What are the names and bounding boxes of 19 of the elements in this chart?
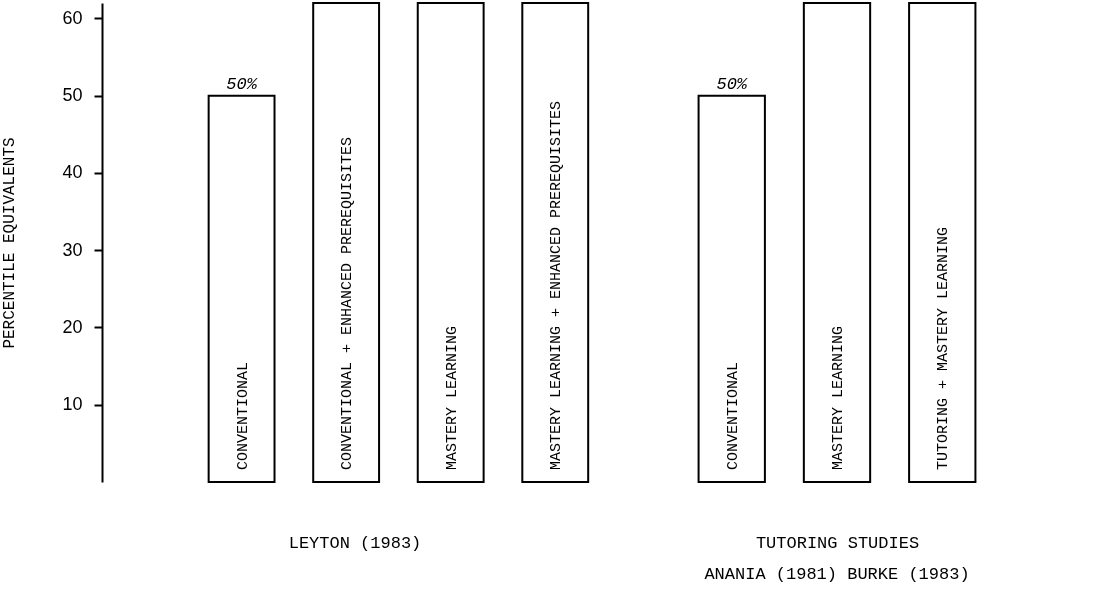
category-label: MASTERY LEARNING <box>830 325 847 470</box>
text: ANANIA (1981) BURKE (1983) <box>704 565 970 584</box>
category-label: MASTERY LEARNING <box>443 325 461 470</box>
category-label: MASTERY LEARNING + ENHANCED PREREQUISITES <box>548 100 566 470</box>
y-axis-title: PERCENTILE EQUIVALENTS <box>1 137 20 349</box>
y-tick-label: 10 <box>62 394 83 415</box>
category-label: CONVENTIONAL <box>724 361 742 470</box>
y-tick-label: 20 <box>62 316 83 337</box>
category-label: CONVENTIONAL <box>234 361 252 470</box>
category-label: CONVENTIONAL + ENHANCED PREREQUISITES <box>339 136 357 470</box>
x-axis-title: TUTORING STUDIES <box>755 533 920 553</box>
y-tick-label: 30 <box>62 239 83 260</box>
category-label: TUTORING + MASTERY LEARNING <box>935 226 953 470</box>
data-label: 50% <box>226 74 258 94</box>
y-tick-label: 60 <box>62 7 83 28</box>
y-tick-label: 50 <box>62 85 83 106</box>
x-axis-title: LEYTON (1983) <box>288 533 422 553</box>
data-label: 50% <box>716 74 748 94</box>
y-tick-label: 40 <box>62 162 83 183</box>
